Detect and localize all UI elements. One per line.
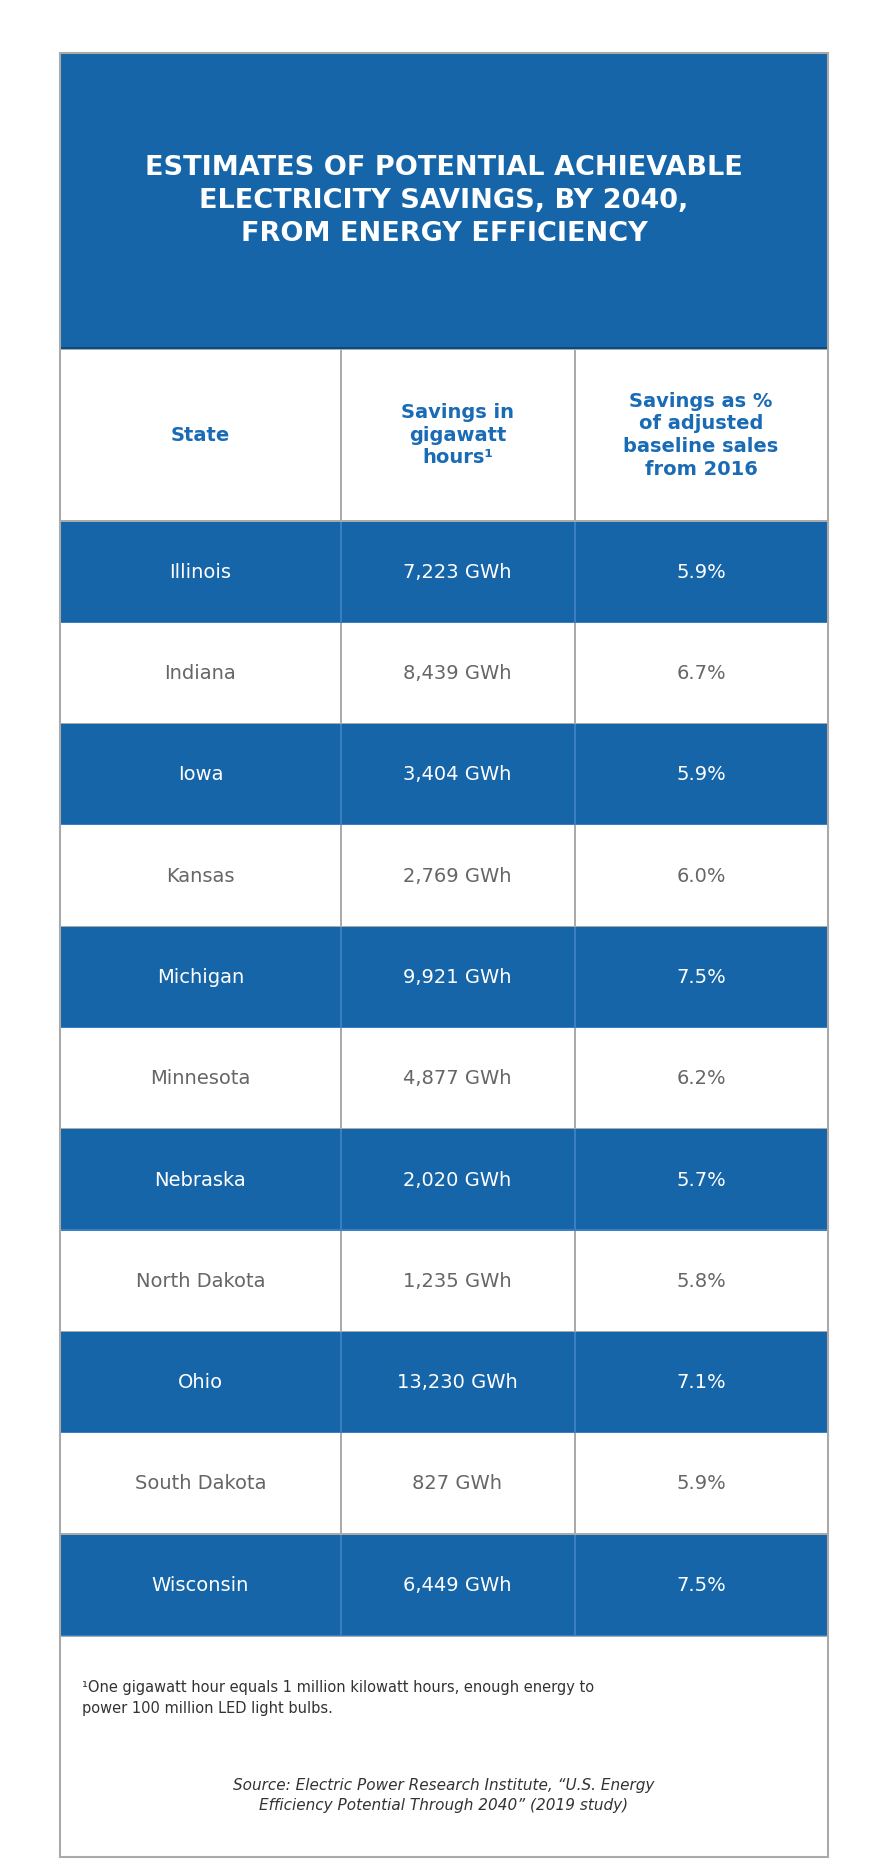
- Text: ESTIMATES OF POTENTIAL ACHIEVABLE
ELECTRICITY SAVINGS, BY 2040,
FROM ENERGY EFFI: ESTIMATES OF POTENTIAL ACHIEVABLE ELECTR…: [145, 154, 743, 248]
- Text: 6.7%: 6.7%: [676, 664, 725, 683]
- Text: Michigan: Michigan: [157, 968, 244, 987]
- Text: 9,921 GWh: 9,921 GWh: [403, 968, 511, 987]
- Text: 1,235 GWh: 1,235 GWh: [403, 1272, 511, 1291]
- Text: North Dakota: North Dakota: [136, 1272, 266, 1291]
- Text: 2,769 GWh: 2,769 GWh: [403, 867, 511, 885]
- Bar: [60, 1129, 828, 1231]
- Text: State: State: [170, 426, 230, 445]
- Bar: [60, 1332, 828, 1433]
- Bar: [60, 349, 828, 522]
- Text: 6,449 GWh: 6,449 GWh: [403, 1576, 511, 1595]
- Bar: [60, 1028, 828, 1129]
- Text: Wisconsin: Wisconsin: [152, 1576, 250, 1595]
- Text: 7,223 GWh: 7,223 GWh: [403, 563, 511, 582]
- Bar: [60, 53, 828, 1857]
- Text: 8,439 GWh: 8,439 GWh: [403, 664, 511, 683]
- Text: Source: Electric Power Research Institute, “U.S. Energy
Efficiency Potential Thr: Source: Electric Power Research Institut…: [234, 1778, 654, 1812]
- Bar: [60, 1535, 828, 1636]
- Text: 827 GWh: 827 GWh: [412, 1475, 503, 1493]
- Text: 5.8%: 5.8%: [676, 1272, 725, 1291]
- Bar: [340, 724, 342, 825]
- Bar: [60, 724, 828, 825]
- Text: Savings in
gigawatt
hours¹: Savings in gigawatt hours¹: [400, 403, 514, 467]
- Text: 3,404 GWh: 3,404 GWh: [403, 765, 511, 784]
- Text: Iowa: Iowa: [178, 765, 223, 784]
- Text: Minnesota: Minnesota: [150, 1069, 250, 1088]
- Bar: [340, 522, 342, 623]
- Bar: [60, 1433, 828, 1535]
- Bar: [60, 623, 828, 724]
- Bar: [340, 1129, 342, 1231]
- Text: 2,020 GWh: 2,020 GWh: [403, 1171, 511, 1189]
- Bar: [340, 623, 342, 724]
- Text: Illinois: Illinois: [170, 563, 232, 582]
- Text: South Dakota: South Dakota: [135, 1475, 266, 1493]
- Bar: [60, 1636, 828, 1857]
- Bar: [340, 1231, 342, 1332]
- Text: 7.1%: 7.1%: [676, 1373, 725, 1392]
- Text: Savings as %
of adjusted
baseline sales
from 2016: Savings as % of adjusted baseline sales …: [623, 392, 779, 478]
- Text: 7.5%: 7.5%: [676, 968, 725, 987]
- Bar: [340, 1028, 342, 1129]
- Bar: [60, 1231, 828, 1332]
- Bar: [60, 522, 828, 623]
- Text: Kansas: Kansas: [166, 867, 234, 885]
- Bar: [340, 349, 342, 522]
- Bar: [340, 927, 342, 1028]
- Text: 5.9%: 5.9%: [676, 563, 725, 582]
- Text: 5.9%: 5.9%: [676, 765, 725, 784]
- Text: Indiana: Indiana: [164, 664, 236, 683]
- Text: ¹One gigawatt hour equals 1 million kilowatt hours, enough energy to
power 100 m: ¹One gigawatt hour equals 1 million kilo…: [83, 1681, 594, 1715]
- Bar: [340, 1535, 342, 1636]
- Bar: [60, 53, 828, 349]
- Bar: [340, 825, 342, 927]
- Bar: [60, 927, 828, 1028]
- Text: 7.5%: 7.5%: [676, 1576, 725, 1595]
- Text: 13,230 GWh: 13,230 GWh: [397, 1373, 518, 1392]
- Text: 4,877 GWh: 4,877 GWh: [403, 1069, 511, 1088]
- Text: 6.2%: 6.2%: [676, 1069, 725, 1088]
- Text: 6.0%: 6.0%: [677, 867, 725, 885]
- Text: Nebraska: Nebraska: [155, 1171, 246, 1189]
- Bar: [340, 1433, 342, 1535]
- Text: Ohio: Ohio: [178, 1373, 223, 1392]
- Text: 5.9%: 5.9%: [676, 1475, 725, 1493]
- Bar: [340, 1332, 342, 1433]
- Bar: [60, 825, 828, 927]
- Text: 5.7%: 5.7%: [676, 1171, 725, 1189]
